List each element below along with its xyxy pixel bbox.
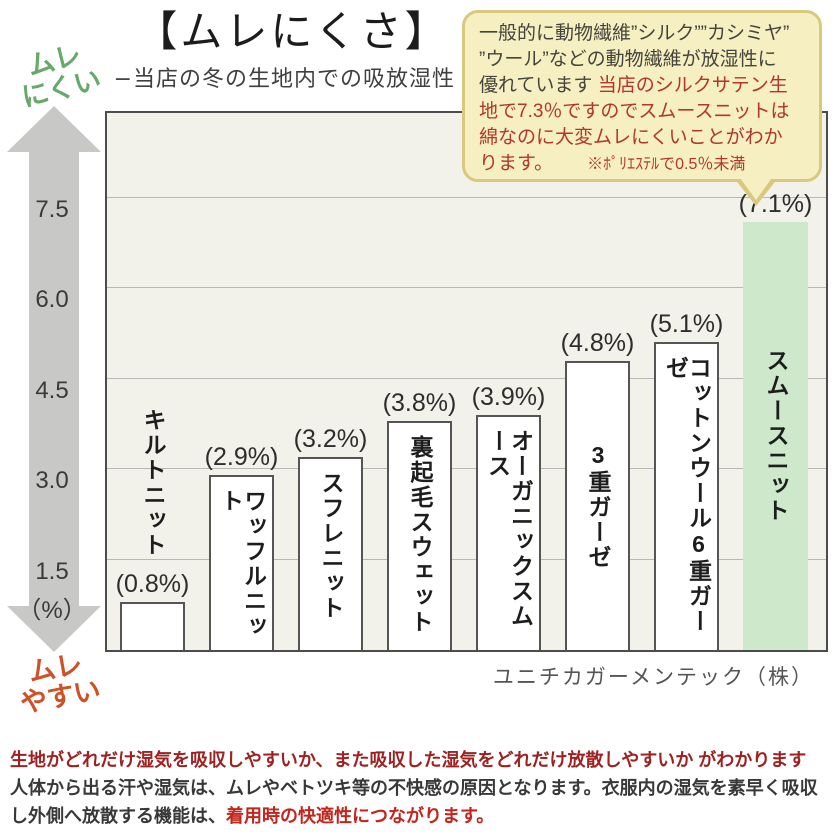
bar-value-label: (0.8%) bbox=[115, 569, 190, 598]
bar-name-label: 裏起毛スウェット bbox=[407, 434, 433, 635]
bar-value-label: (5.1%) bbox=[649, 310, 724, 339]
vertical-double-arrow-icon bbox=[7, 106, 101, 652]
bubble-text-line-segment: 地で7.3％ですのでスムースニットは bbox=[479, 101, 790, 122]
axis-label-mure-yasui: ムレ やすい bbox=[17, 648, 103, 719]
gridline bbox=[107, 558, 826, 560]
bubble-text-line: 地で7.3％ですのでスムースニットは bbox=[479, 99, 805, 125]
bubble-text-line: 綿なのに大変ムレにくいことがわか bbox=[479, 125, 805, 151]
bar-value-label: (3.2%) bbox=[293, 425, 368, 454]
bar-name-label: コットンウール6重ガーゼ bbox=[662, 356, 712, 635]
bubble-tail-icon bbox=[738, 175, 774, 200]
bubble-text-line-segment: ります。 bbox=[479, 153, 554, 174]
page-subtitle: −当店の冬の生地内での吸放湿性 - bbox=[113, 67, 472, 92]
bar-name-label: ワッフルニット bbox=[217, 489, 267, 640]
bar-value-label: (3.8%) bbox=[382, 388, 457, 417]
source-caption: ユニチカガーメンテック（株） bbox=[492, 665, 814, 689]
bar-3: スフレニット bbox=[298, 457, 363, 650]
y-axis-unit-label: （%） bbox=[17, 597, 87, 624]
footer-text-line-segment: 人体から出る汗や湿気は、ムレやベトツキ等の不快感の原因となります。衣服内の湿気を… bbox=[10, 778, 818, 798]
page-title: 【ムレにくさ】 bbox=[135, 7, 450, 56]
bar-value-label: (4.8%) bbox=[560, 328, 635, 357]
plot-area: (0.8%) キルトニットワッフルニット (2.9%) スフレニット (3.2%) 裏起毛… bbox=[105, 111, 828, 652]
bar-8: スムースニット bbox=[743, 221, 808, 650]
bar-name-label: スフレニット bbox=[318, 471, 344, 622]
footer-text: 生地がどれだけ湿気を吸収しやすいか、また吸収した湿気をどれだけ放散しやすいか が… bbox=[10, 746, 818, 830]
gridline bbox=[107, 377, 826, 379]
bubble-text-line: ります。 ※ﾎﾟﾘｴｽﾃﾙで0.5％未満 bbox=[479, 151, 805, 178]
bubble-text-line-segment: 綿なのに大変ムレにくいことがわか bbox=[479, 127, 783, 148]
bar-value-label: (3.9%) bbox=[471, 382, 546, 411]
gridline bbox=[107, 196, 826, 198]
footer-text-line: 生地がどれだけ湿気を吸収しやすいか、また吸収した湿気をどれだけ放散しやすいか が… bbox=[10, 746, 818, 774]
gridline bbox=[107, 287, 826, 289]
footer-text-line: し外側へ放散する機能は、着用時の快適性につながります。 bbox=[10, 802, 818, 830]
bubble-text-line: ”ウール”などの動物繊維が放湿性に bbox=[479, 47, 805, 73]
annotation-bubble: 一般的に動物繊維”シルク””カシミヤ” ”ウール”などの動物繊維が放湿性に 優れてい… bbox=[462, 10, 822, 182]
bar-value-label: (2.9%) bbox=[204, 443, 279, 472]
bubble-text-line: 一般的に動物繊維”シルク””カシミヤ” bbox=[479, 21, 805, 47]
footer-text-line-segment: し外側へ放散する機能は、 bbox=[10, 806, 226, 826]
y-tick-label: 6.0 bbox=[35, 286, 69, 314]
bubble-text-line-segment: ※ﾎﾟﾘｴｽﾃﾙで0.5％未満 bbox=[587, 156, 746, 173]
footer-text-line: 人体から出る汗や湿気は、ムレやベトツキ等の不快感の原因となります。衣服内の湿気を… bbox=[10, 774, 818, 802]
bubble-text-line-segment: 当店のシルクサテン生 bbox=[597, 75, 788, 96]
bar-name-label: スムースニット bbox=[763, 348, 789, 524]
bar-4: 裏起毛スウェット bbox=[387, 420, 452, 650]
bubble-text-line: 優れています 当店のシルクサテン生 bbox=[479, 73, 805, 99]
footer-text-line-segment: 着用時の快適性につながります。 bbox=[226, 806, 495, 826]
bar-name-label: オーガニックスムース bbox=[484, 428, 534, 629]
y-tick-label: 1.5 bbox=[35, 557, 69, 585]
y-tick-label: 4.5 bbox=[35, 376, 69, 404]
bubble-text-line-segment: 優れています bbox=[479, 75, 598, 96]
bubble-text-line-segment: 一般的に動物繊維”シルク””カシミヤ” bbox=[479, 23, 790, 44]
header: 【ムレにくさ】 −当店の冬の生地内での吸放湿性 - bbox=[40, 6, 545, 93]
footer-text-line-segment: 生地がどれだけ湿気を吸収しやすいか、また吸収した湿気をどれだけ放散しやすいか が… bbox=[10, 750, 807, 770]
bar-name-label: キルトニット bbox=[140, 407, 166, 558]
gridline bbox=[107, 468, 826, 470]
bar-2: ワッフルニット bbox=[209, 475, 274, 650]
bar-6: 3重ガーゼ bbox=[565, 360, 630, 650]
y-tick-label: 3.0 bbox=[35, 467, 69, 495]
bar-5: オーガニックスムース bbox=[476, 414, 541, 650]
bubble-text-line-segment: ”ウール”などの動物繊維が放湿性に bbox=[479, 49, 777, 70]
bar-name-label: 3重ガーゼ bbox=[585, 442, 611, 571]
y-tick-label: 7.5 bbox=[35, 195, 69, 223]
axis-label-mure-nikui: ムレ にくい bbox=[18, 39, 105, 113]
bar-1 bbox=[120, 601, 185, 650]
bar-7: コットンウール6重ガーゼ bbox=[654, 342, 719, 650]
